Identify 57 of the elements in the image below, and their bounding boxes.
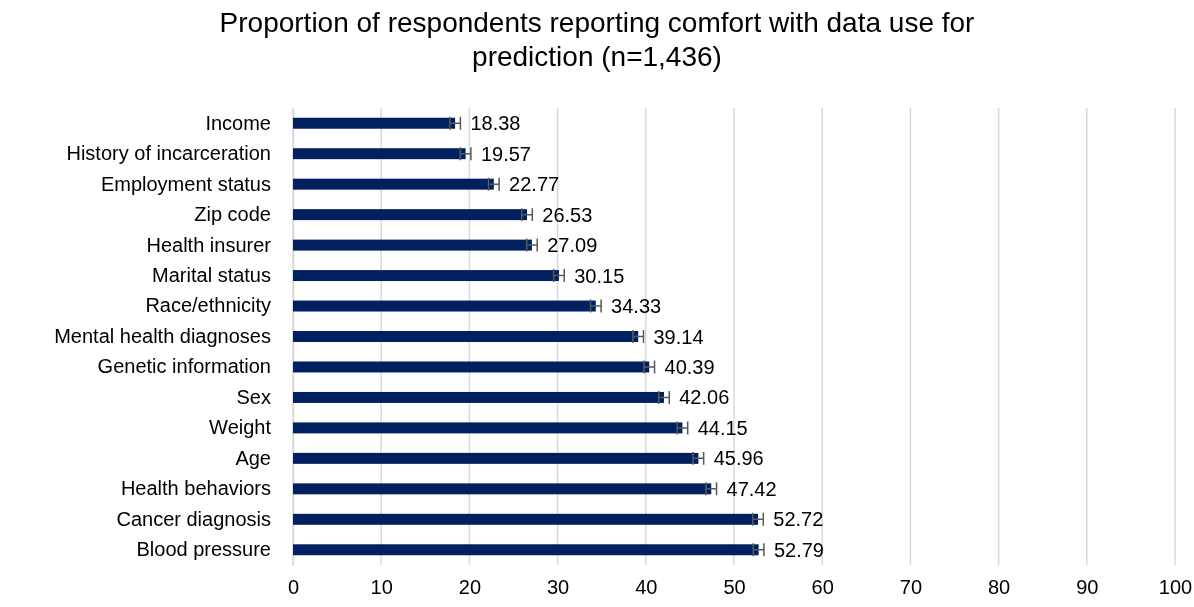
y-tick-label: Weight [209, 416, 272, 439]
data-label: 40.39 [664, 355, 715, 378]
x-tick-label: 100 [1158, 576, 1193, 598]
x-tick-label: 20 [458, 576, 482, 598]
chart-title: Proportion of respondents reporting comfort with data use for prediction (n=1,436) [219, 7, 975, 72]
data-label: 34.33 [611, 295, 662, 318]
data-label: 52.72 [773, 508, 824, 531]
y-tick-label: Blood pressure [136, 538, 271, 561]
bar [293, 117, 456, 129]
x-tick-label: 50 [723, 576, 746, 598]
bar [293, 300, 596, 312]
data-label: 47.42 [726, 477, 777, 500]
bar [293, 148, 466, 160]
x-tick-label: 60 [811, 576, 834, 598]
bar [293, 513, 758, 525]
y-tick-label: Employment status [100, 172, 271, 195]
bar [293, 361, 650, 373]
bar [293, 331, 639, 342]
y-tick-label: Zip code [194, 203, 271, 226]
y-tick-label: Cancer diagnosis [116, 507, 271, 530]
y-tick-label: Sex [236, 385, 271, 408]
y-tick-label: History of incarceration [66, 142, 271, 165]
x-tick-label: 80 [987, 576, 1011, 598]
bar [293, 178, 494, 190]
bar [293, 422, 683, 434]
x-tick-label: 10 [370, 576, 393, 598]
bar [293, 483, 712, 495]
data-label: 42.06 [679, 386, 730, 409]
data-label: 26.53 [542, 203, 593, 226]
data-label: 18.38 [470, 112, 521, 135]
bar [293, 239, 532, 251]
data-label: 52.79 [773, 538, 824, 561]
data-label: 45.96 [713, 447, 764, 470]
y-tick-label: Age [235, 446, 271, 469]
x-tick-label: 0 [287, 576, 300, 598]
y-tick-label: Health insurer [146, 233, 272, 256]
y-tick-label: Income [205, 111, 271, 134]
data-label: 22.77 [509, 173, 560, 196]
y-tick-label: Marital status [152, 263, 271, 286]
x-tick-label: 30 [546, 576, 570, 598]
y-tick-label: Genetic information [97, 355, 271, 378]
data-label: 19.57 [480, 142, 531, 165]
data-label: 30.15 [574, 264, 625, 287]
x-tick-label: 40 [635, 576, 658, 598]
bar [293, 209, 527, 221]
x-tick-label: 70 [899, 576, 923, 598]
bar [293, 544, 759, 556]
bar [293, 391, 664, 403]
data-label: 27.09 [547, 234, 598, 257]
bar [293, 270, 559, 282]
y-tick-label: Race/ethnicity [145, 294, 271, 317]
data-label: 44.15 [697, 416, 748, 439]
data-label: 39.14 [653, 325, 704, 348]
y-tick-label: Health behaviors [120, 477, 271, 500]
x-tick-label: 90 [1076, 576, 1099, 598]
bar [293, 452, 699, 464]
y-tick-label: Mental health diagnoses [54, 324, 271, 347]
